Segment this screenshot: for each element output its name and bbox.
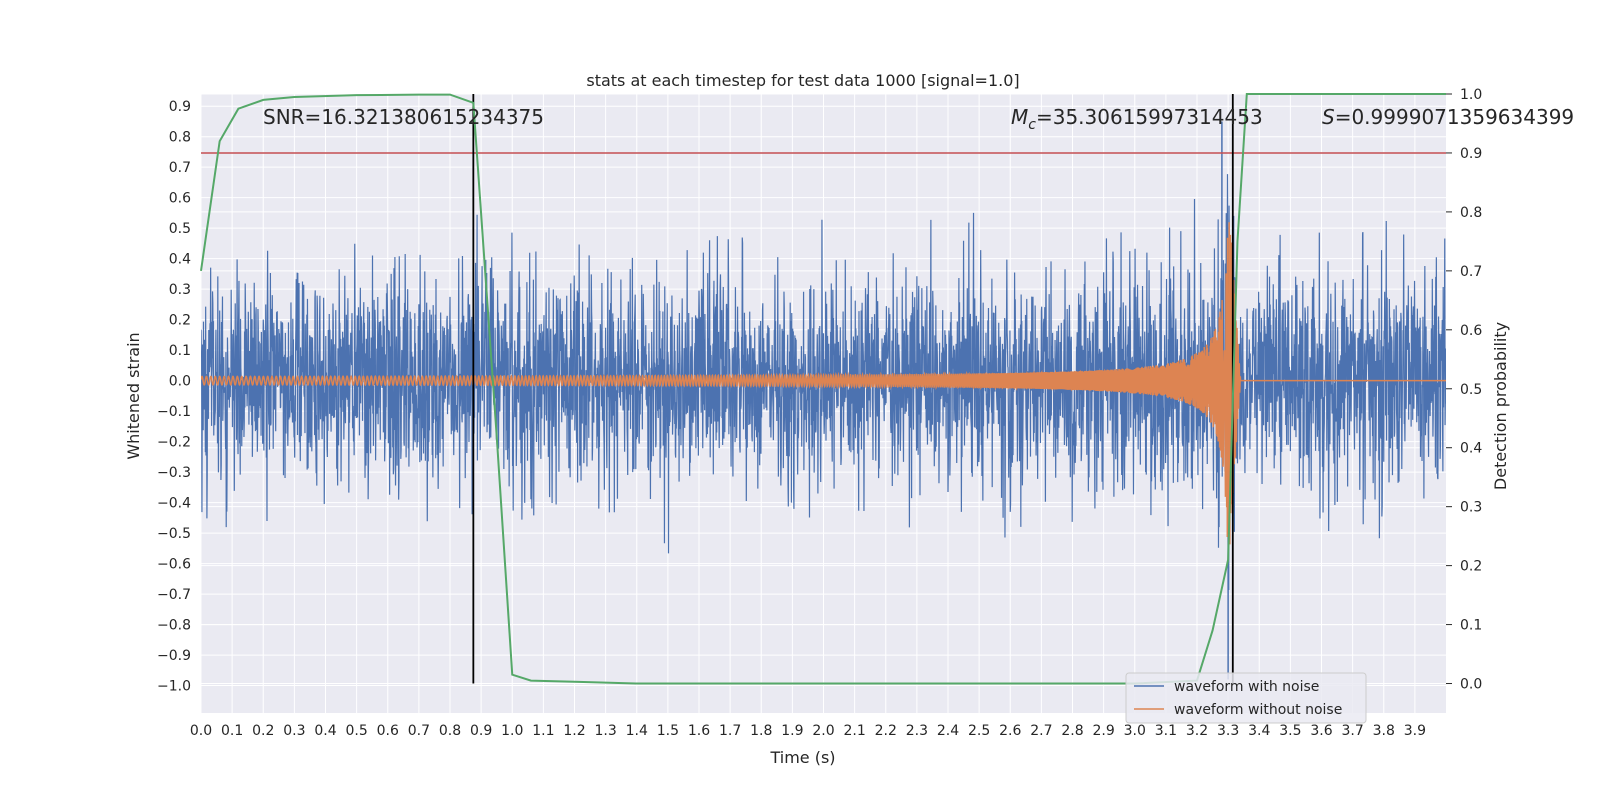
- x-tick-label: 2.2: [875, 723, 897, 739]
- y-left-tick-label: −0.1: [157, 404, 191, 420]
- y-left-tick-label: 0.4: [169, 252, 191, 268]
- y-left-tick-label: −0.3: [157, 465, 191, 481]
- overlay-layer: [200, 93, 1446, 685]
- snr-annotation: SNR=16.321380615234375: [263, 105, 544, 129]
- x-tick-label: 1.5: [657, 723, 679, 739]
- x-tick-label: 0.8: [439, 723, 461, 739]
- x-tick-label: 1.0: [501, 723, 523, 739]
- y-left-tick-label: −0.2: [157, 435, 191, 451]
- mc-value: =35.30615997314453: [1036, 105, 1263, 129]
- x-tick-label: 2.8: [1061, 723, 1083, 739]
- y-right-tick-label: 0.7: [1460, 264, 1482, 280]
- y-left-tick-label: 0.0: [169, 374, 191, 390]
- y-right-tick-label: 0.9: [1460, 146, 1482, 162]
- y-left-tick-label: −0.4: [157, 496, 191, 512]
- x-tick-label: 1.4: [626, 723, 648, 739]
- x-tick-label: 2.0: [812, 723, 834, 739]
- series-detection-probability: [200, 93, 1446, 685]
- legend: waveform with noise waveform without noi…: [1125, 672, 1367, 724]
- legend-label-noise: waveform with noise: [1174, 679, 1319, 695]
- chart-title: stats at each timestep for test data 100…: [586, 71, 1019, 90]
- x-tick-label: 2.7: [1030, 723, 1052, 739]
- x-tick-label: 3.2: [1186, 723, 1208, 739]
- x-tick-label: 0.4: [314, 723, 336, 739]
- x-tick-label: 2.4: [937, 723, 959, 739]
- x-tick-label: 3.1: [1155, 723, 1177, 739]
- y-left-tick-label: −0.7: [157, 587, 191, 603]
- y-left-tick-label: 0.9: [169, 99, 191, 115]
- x-tick-label: 1.7: [719, 723, 741, 739]
- legend-label-clean: waveform without noise: [1174, 702, 1342, 718]
- x-tick-label: 3.6: [1310, 723, 1332, 739]
- x-tick-label: 1.2: [563, 723, 585, 739]
- y-left-tick-label: 0.8: [169, 130, 191, 146]
- x-tick-label: 1.8: [750, 723, 772, 739]
- x-tick-label: 3.0: [1124, 723, 1146, 739]
- y-left-tick-label: −0.9: [157, 648, 191, 664]
- x-tick-label: 0.2: [252, 723, 274, 739]
- x-tick-label: 2.9: [1092, 723, 1114, 739]
- x-axis-label: Time (s): [769, 748, 835, 767]
- x-tick-label: 2.3: [906, 723, 928, 739]
- y-right-tick-label: 0.6: [1460, 323, 1482, 339]
- y-left-tick-label: 0.6: [169, 191, 191, 207]
- s-value: =0.9999071359634399: [1335, 105, 1574, 129]
- series-waveform-without-noise: [201, 222, 1446, 548]
- x-tick-label: 3.8: [1373, 723, 1395, 739]
- x-tick-label: 0.0: [190, 723, 212, 739]
- legend-box: [1125, 672, 1367, 724]
- y-right-tick-label: 0.5: [1460, 382, 1482, 398]
- y-left-tick-label: −1.0: [157, 679, 191, 695]
- y-axis-left-ticks: −1.0 −0.9 −0.8 −0.7 −0.6 −0.5 −0.4 −0.3 −0.2 −0.1…: [157, 99, 191, 694]
- y-left-tick-label: 0.2: [169, 313, 191, 329]
- y-axis-right-ticks: 0.0 0.1 0.2 0.3 0.4 0.5 0.6 0.7 0.8 0.9 1.0: [1446, 87, 1482, 693]
- y-left-tick-label: 0.7: [169, 160, 191, 176]
- x-tick-label: 2.5: [968, 723, 990, 739]
- y-right-tick-label: 0.3: [1460, 500, 1482, 516]
- chirp-mass-annotation: Mc=35.30615997314453: [1011, 105, 1263, 133]
- y-right-tick-label: 0.2: [1460, 559, 1482, 575]
- y-right-tick-label: 1.0: [1460, 87, 1482, 103]
- x-tick-label: 0.7: [408, 723, 430, 739]
- y-axis-left-label: Whitened strain: [124, 332, 143, 459]
- x-tick-label: 0.5: [345, 723, 367, 739]
- x-tick-label: 3.4: [1248, 723, 1270, 739]
- y-right-tick-label: 0.1: [1460, 618, 1482, 634]
- x-tick-label: 1.3: [594, 723, 616, 739]
- score-annotation: S=0.9999071359634399: [1322, 105, 1574, 129]
- x-axis-ticks: 0.0 0.1 0.2 0.3 0.4 0.5 0.6 0.7 0.8 0.9 1.0 1.1 1.2 1…: [190, 723, 1426, 739]
- x-tick-label: 3.7: [1341, 723, 1363, 739]
- y-left-tick-label: −0.8: [157, 618, 191, 634]
- y-right-tick-label: 0.4: [1460, 441, 1482, 457]
- y-right-tick-label: 0.0: [1460, 677, 1482, 693]
- y-right-tick-label: 0.8: [1460, 205, 1482, 221]
- s-symbol: S: [1322, 105, 1335, 129]
- x-tick-label: 0.9: [470, 723, 492, 739]
- y-left-tick-label: 0.1: [169, 343, 191, 359]
- y-left-tick-label: −0.6: [157, 557, 191, 573]
- x-tick-label: 0.1: [221, 723, 243, 739]
- x-tick-label: 1.6: [688, 723, 710, 739]
- mc-symbol: M: [1011, 105, 1028, 129]
- y-axis-right-label: Detection probability: [1491, 322, 1510, 490]
- y-left-tick-label: 0.5: [169, 221, 191, 237]
- x-tick-label: 1.1: [532, 723, 554, 739]
- x-tick-label: 2.1: [843, 723, 865, 739]
- x-tick-label: 3.9: [1404, 723, 1426, 739]
- x-tick-label: 0.3: [283, 723, 305, 739]
- x-tick-label: 2.6: [999, 723, 1021, 739]
- x-tick-label: 1.9: [781, 723, 803, 739]
- x-tick-label: 0.6: [377, 723, 399, 739]
- x-tick-label: 3.3: [1217, 723, 1239, 739]
- y-left-tick-label: 0.3: [169, 282, 191, 298]
- x-tick-label: 3.5: [1279, 723, 1301, 739]
- mc-subscript: c: [1028, 117, 1036, 133]
- y-left-tick-label: −0.5: [157, 526, 191, 542]
